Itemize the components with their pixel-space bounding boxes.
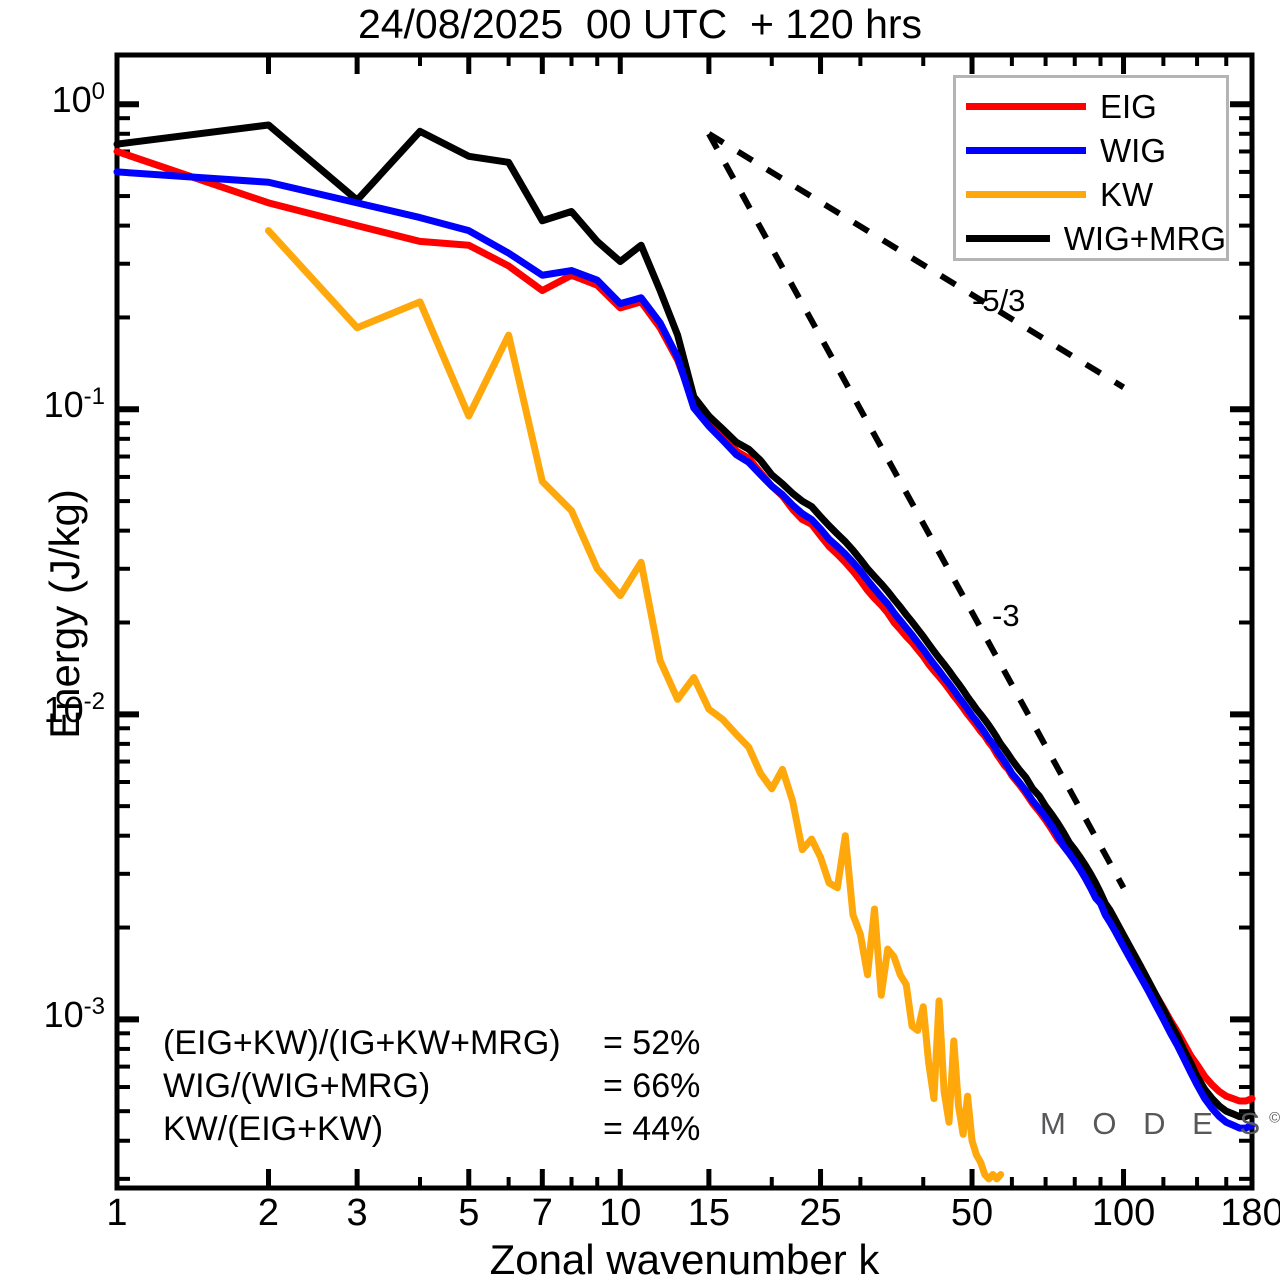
legend-item-wig[interactable]: WIG	[956, 128, 1226, 172]
x-tick-label: 25	[799, 1192, 842, 1234]
legend-label: WIG+MRG	[1063, 219, 1226, 257]
legend-item-wig-mrg[interactable]: WIG+MRG	[956, 216, 1226, 260]
legend: EIG WIG KW WIG+MRG	[953, 75, 1229, 261]
x-tick-label: 3	[346, 1192, 368, 1234]
x-tick-label: 1	[106, 1192, 128, 1234]
reference-line-0	[707, 131, 1126, 390]
x-tick-label: 5	[458, 1192, 480, 1234]
statistic-expression: KW/(EIG+KW)	[163, 1110, 384, 1148]
legend-swatch-icon	[966, 234, 1050, 242]
statistic-value: = 52%	[603, 1024, 701, 1062]
legend-item-eig[interactable]: EIG	[956, 84, 1226, 128]
modes-watermark: M O D E S©	[1040, 1106, 1280, 1142]
x-tick-label: 180	[1220, 1192, 1280, 1234]
slope-label-minus-three: -3	[992, 598, 1020, 633]
legend-item-kw[interactable]: KW	[956, 172, 1226, 216]
series-line-eig	[113, 147, 1256, 1105]
legend-label: EIG	[1100, 87, 1157, 125]
x-axis-label: Zonal wavenumber k	[489, 1236, 880, 1283]
statistic-expression: (EIG+KW)/(IG+KW+MRG)	[163, 1024, 561, 1062]
legend-swatch-icon	[966, 102, 1086, 110]
statistic-row: (EIG+KW)/(IG+KW+MRG) = 52%	[163, 1022, 733, 1065]
series-line-wig-mrg	[113, 121, 1256, 1121]
legend-label: WIG	[1100, 131, 1166, 169]
statistic-value: = 66%	[603, 1067, 701, 1105]
y-tick-label: 100	[51, 78, 105, 121]
statistic-row: WIG/(WIG+MRG) = 66%	[163, 1065, 733, 1108]
watermark-text: M O D E S	[1040, 1106, 1270, 1141]
page-title: 24/08/2025 00 UTC + 120 hrs	[357, 1, 923, 47]
x-tick-label: 50	[950, 1192, 994, 1234]
statistic-value: = 44%	[603, 1110, 701, 1148]
y-tick-label: 10-2	[43, 688, 105, 731]
statistic-row: KW/(EIG+KW) = 44%	[163, 1108, 733, 1151]
x-tick-label: 10	[599, 1192, 642, 1234]
y-tick-label: 10-3	[43, 993, 105, 1036]
axis-ticks	[114, 55, 1255, 1188]
series-line-wig	[113, 168, 1256, 1132]
legend-swatch-icon	[966, 190, 1086, 198]
legend-swatch-icon	[966, 146, 1086, 154]
series-line-kw	[265, 227, 1005, 1183]
y-tick-label: 10-1	[43, 383, 105, 426]
y-axis-label: Energy (J/kg)	[41, 489, 88, 739]
statistic-expression: WIG/(WIG+MRG)	[163, 1067, 431, 1105]
reference-line-1	[706, 132, 1127, 890]
reference-slope-lines	[706, 131, 1127, 890]
x-tick-label: 2	[257, 1192, 280, 1234]
statistics-annotations: (EIG+KW)/(IG+KW+MRG) = 52% WIG/(WIG+MRG) = …	[163, 1022, 733, 1151]
slope-label-five-thirds: -5/3	[972, 283, 1026, 318]
copyright-icon: ©	[1269, 1109, 1280, 1127]
x-tick-label: 100	[1091, 1192, 1156, 1234]
x-tick-label: 7	[531, 1192, 553, 1234]
x-tick-label: 15	[687, 1192, 731, 1234]
data-series-group	[113, 121, 1256, 1183]
legend-label: KW	[1100, 175, 1154, 213]
